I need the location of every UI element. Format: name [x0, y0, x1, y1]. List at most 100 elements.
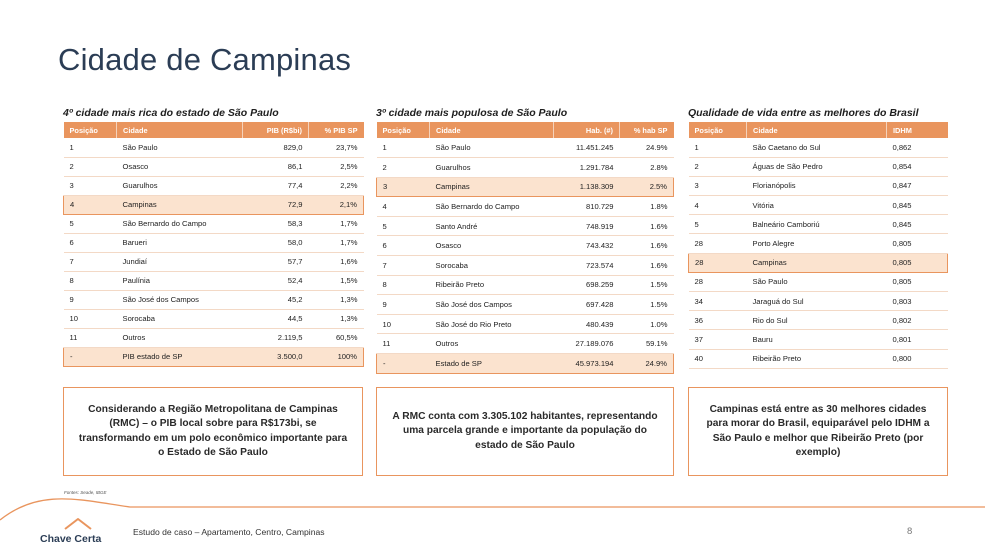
table-cell: 829,0: [242, 138, 309, 158]
table-cell: -: [63, 346, 117, 367]
table-row: 4 Vitória 0,845: [688, 195, 948, 216]
table-row: 5 Balneário Camboriú 0,845: [688, 214, 948, 235]
table-cell: 7: [376, 255, 430, 276]
table-cell: 3: [63, 176, 117, 196]
table-cell: 52,4: [242, 271, 309, 291]
table-cell: São José dos Campos: [116, 290, 243, 310]
summary-text: Campinas está entre as 30 melhores cidad…: [706, 404, 930, 458]
table-cell: 0,854: [886, 157, 948, 177]
table-cell: 6: [376, 235, 430, 257]
table-cell: Guarulhos: [429, 157, 554, 178]
table-cell: 743.432: [553, 235, 620, 257]
table-row: - PIB estado de SP 3.500,0 100%: [63, 346, 364, 367]
table-cell: 4: [63, 194, 117, 215]
table-cell: Bauru: [746, 329, 887, 350]
table-cell: 59.1%: [619, 333, 674, 355]
table-cell: 24.9%: [619, 353, 674, 374]
table-cell: 23,7%: [308, 138, 364, 158]
table-cell: 1,3%: [308, 290, 364, 310]
column-header: PIB (R$bi): [242, 122, 309, 138]
table-cell: 2,1%: [308, 194, 364, 215]
table-cell: Ribeirão Preto: [429, 275, 554, 296]
table-cell: 1.5%: [619, 294, 674, 315]
table-row: 4 Campinas 72,9 2,1%: [63, 194, 364, 215]
summary-box-pib: Considerando a Região Metropolitana de C…: [63, 387, 363, 476]
table-cell: 6: [63, 233, 117, 253]
table-row: 2 Águas de São Pedro 0,854: [688, 157, 948, 177]
table-cell: 2: [376, 157, 430, 178]
pib-table: Posição Cidade PIB (R$bi)% PIB SP 1 São Pau…: [63, 122, 364, 367]
column-header: Posição: [63, 122, 117, 138]
summary-text: Considerando a Região Metropolitana de C…: [78, 404, 348, 458]
table-cell: 2,5%: [308, 157, 364, 177]
table-cell: Ribeirão Preto: [746, 349, 887, 369]
table-row: 6 Barueri 58,0 1,7%: [63, 233, 364, 253]
table-cell: Guarulhos: [116, 176, 243, 196]
table-cell: 77,4: [242, 176, 309, 196]
table-cell: 11: [376, 333, 430, 355]
table-row: 7 Sorocaba 723.574 1.6%: [376, 255, 674, 276]
table-cell: 0,805: [886, 233, 948, 254]
table-cell: 1: [376, 138, 430, 159]
table-cell: 28: [688, 252, 747, 273]
table-cell: 1,7%: [308, 233, 364, 253]
table-cell: 86,1: [242, 157, 309, 177]
table-cell: 2: [63, 157, 117, 177]
table-row: 11 Outros 2.119,5 60,5%: [63, 328, 364, 348]
table-cell: São Bernardo do Campo: [116, 214, 243, 234]
table-row: 9 São José dos Campos 697.428 1.5%: [376, 294, 674, 315]
table-cell: 0,805: [886, 252, 948, 273]
table-cell: 36: [688, 310, 747, 331]
table-row: 10 São José do Rio Preto 480.439 1.0%: [376, 314, 674, 335]
table-cell: São Caetano do Sul: [746, 138, 887, 158]
table-cell: 8: [376, 275, 430, 296]
table-row: 34 Jaraguá do Sul 0,803: [688, 291, 948, 312]
table-cell: 45,2: [242, 290, 309, 310]
table-row: 8 Ribeirão Preto 698.259 1.5%: [376, 275, 674, 296]
column-header: Cidade: [116, 122, 243, 138]
table-cell: 1.0%: [619, 314, 674, 335]
table-cell: 45.973.194: [553, 353, 620, 374]
table-cell: 2.119,5: [242, 328, 309, 348]
table-row: 1 São Paulo 11.451.245 24.9%: [376, 138, 674, 159]
table-cell: 37: [688, 329, 747, 350]
table-cell: 1.6%: [619, 216, 674, 237]
table-cell: 698.259: [553, 275, 620, 296]
table-cell: 60,5%: [308, 328, 364, 348]
summary-box-idhm: Campinas está entre as 30 melhores cidad…: [688, 387, 948, 476]
table-cell: 723.574: [553, 255, 620, 276]
table-row: - Estado de SP 45.973.194 24.9%: [376, 353, 674, 374]
population-table: Posição Cidade Hab. (#)% hab SP 1 São Paulo…: [376, 122, 674, 374]
table-cell: 697.428: [553, 294, 620, 315]
footer-caption: Estudo de caso – Apartamento, Centro, Ca…: [133, 527, 325, 537]
table-cell: Águas de São Pedro: [746, 157, 887, 177]
table-cell: 1,5%: [308, 271, 364, 291]
house-roof-icon: [64, 518, 92, 530]
table-cell: 7: [63, 252, 117, 272]
table-cell: 1: [688, 138, 747, 158]
table-cell: Campinas: [116, 194, 243, 215]
table-cell: Campinas: [429, 176, 554, 198]
column-header: Posição: [376, 122, 430, 138]
page-number: 8: [907, 526, 913, 537]
table-row: 40 Ribeirão Preto 0,800: [688, 349, 948, 369]
table-cell: Sorocaba: [429, 255, 554, 276]
table-cell: São Paulo: [746, 272, 887, 293]
table-cell: 9: [63, 290, 117, 310]
table-cell: Osasco: [429, 235, 554, 257]
table-cell: Balneário Camboriú: [746, 214, 887, 235]
table-heading: 4º cidade mais rica do estado de São Pau…: [63, 107, 279, 119]
table-row: 10 Sorocaba 44,5 1,3%: [63, 309, 364, 329]
table-row: 3 Campinas 1.138.309 2.5%: [376, 176, 674, 198]
table-cell: 1.8%: [619, 196, 674, 217]
table-cell: 810.729: [553, 196, 620, 217]
brand-logo-text: Chave Certa: [40, 533, 102, 545]
table-cell: 1,6%: [308, 252, 364, 272]
table-row: 2 Osasco 86,1 2,5%: [63, 157, 364, 177]
table-cell: 0,800: [886, 349, 948, 369]
table-cell: Jundiaí: [116, 252, 243, 272]
table-cell: Outros: [116, 328, 243, 348]
table-cell: 0,845: [886, 195, 948, 216]
column-header: Posição: [688, 122, 747, 138]
